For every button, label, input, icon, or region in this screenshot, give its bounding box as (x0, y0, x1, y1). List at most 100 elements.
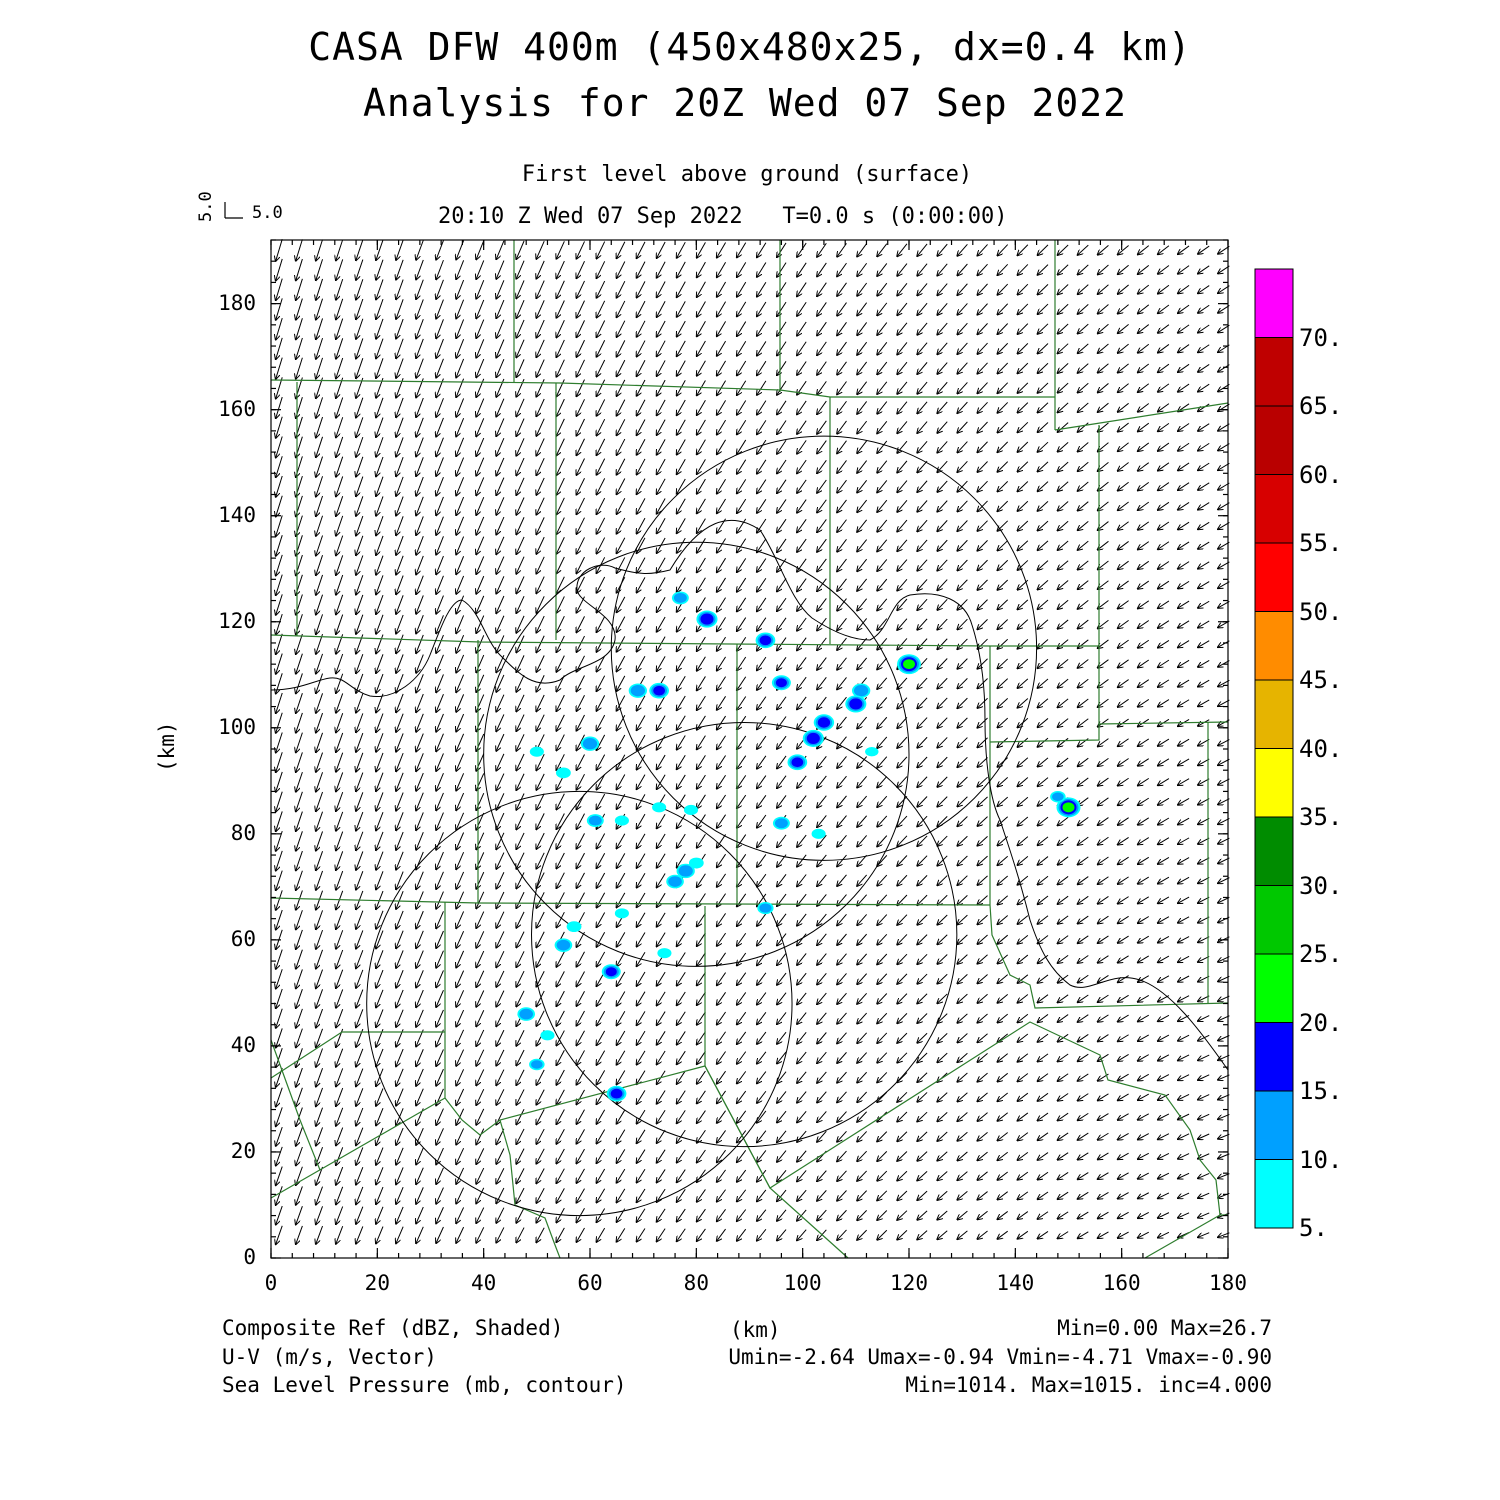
wind-vector (436, 496, 444, 515)
wind-vector (276, 377, 283, 398)
wind-vector (1038, 323, 1049, 334)
wind-vector (637, 1169, 646, 1182)
wind-vector (717, 557, 727, 572)
wind-vector (1058, 915, 1069, 924)
wind-vector (637, 1129, 646, 1143)
wind-vector (617, 932, 626, 946)
wind-vector (1058, 1191, 1069, 1199)
wind-vector (296, 791, 303, 812)
reflectivity-echo (652, 802, 667, 813)
wind-vector (897, 243, 908, 256)
wind-vector (1058, 1112, 1069, 1120)
wind-vector (1138, 935, 1150, 943)
wind-vector (917, 973, 928, 984)
wind-vector (556, 241, 565, 258)
wind-vector (476, 1049, 485, 1066)
wind-vector (637, 695, 646, 711)
wind-vector (1198, 364, 1210, 371)
wind-vector (917, 421, 928, 433)
wind-vector (516, 1187, 525, 1203)
wind-vector (1058, 935, 1069, 944)
wind-vector (396, 437, 404, 456)
wind-vector (1038, 639, 1049, 649)
wind-vector (1098, 974, 1109, 982)
wind-vector (737, 1051, 747, 1064)
wind-vector (336, 1206, 344, 1225)
wind-vector (1078, 264, 1089, 275)
wind-vector (1078, 757, 1089, 766)
wind-vector (737, 834, 747, 848)
wind-vector (316, 535, 324, 555)
wind-vector (376, 930, 384, 949)
wind-vector (556, 615, 565, 632)
wind-vector (1118, 758, 1129, 765)
wind-vector (637, 734, 646, 750)
wind-vector (516, 378, 525, 397)
wind-vector (1118, 876, 1129, 884)
wind-vector (837, 578, 847, 591)
wind-vector (476, 240, 485, 260)
wind-vector (857, 381, 868, 394)
wind-vector (877, 420, 888, 433)
wind-vector (1058, 1231, 1069, 1239)
colorbar-swatch (1254, 953, 1294, 1023)
wind-vector (597, 517, 606, 534)
wind-vector (536, 852, 545, 869)
wind-vector (476, 1029, 485, 1046)
wind-vector (597, 379, 606, 396)
wind-vector (657, 1011, 666, 1025)
wind-vector (637, 438, 646, 455)
wind-vector (1038, 402, 1049, 413)
wind-vector (1098, 284, 1109, 294)
wind-vector (697, 419, 706, 435)
wind-vector (316, 949, 324, 969)
wind-vector (1138, 304, 1150, 314)
wind-vector (276, 1048, 283, 1067)
wind-vector (456, 536, 465, 555)
wind-vector (1038, 1112, 1049, 1120)
wind-vector (717, 656, 726, 671)
wind-vector (1018, 461, 1029, 472)
wind-vector (1078, 442, 1089, 451)
wind-vector (817, 1032, 827, 1044)
wind-vector (1158, 245, 1170, 254)
wind-vector (777, 361, 787, 375)
wind-vector (757, 479, 767, 494)
reflectivity-echo (649, 682, 669, 699)
wind-vector (697, 360, 706, 376)
wind-vector (957, 322, 968, 334)
wind-vector (697, 912, 706, 926)
wind-vector (516, 240, 525, 259)
wind-vector (837, 460, 847, 473)
wind-vector (396, 910, 404, 929)
wind-vector (717, 696, 726, 710)
wind-vector (516, 319, 525, 338)
wind-vector (1058, 1093, 1069, 1100)
wind-vector (617, 971, 626, 986)
wind-vector (677, 1169, 686, 1183)
wind-vector (897, 795, 908, 807)
wind-vector (817, 913, 827, 925)
wind-vector (937, 638, 948, 649)
wind-vector (837, 1052, 847, 1063)
wind-vector (516, 970, 525, 987)
wind-vector (657, 1109, 666, 1123)
wind-vector (496, 1029, 505, 1046)
wind-vector (997, 244, 1009, 256)
wind-vector (677, 794, 686, 809)
wind-vector (657, 379, 666, 395)
colorbar-label: 50. (1299, 597, 1343, 626)
wind-vector (296, 673, 303, 693)
colorbar-label: 30. (1299, 871, 1343, 900)
wind-vector (276, 633, 283, 654)
wind-vector (597, 537, 606, 554)
wind-vector (837, 282, 847, 296)
wind-vector (1138, 324, 1150, 334)
wind-vector (1038, 599, 1049, 609)
wind-vector (857, 598, 868, 611)
wind-vector (757, 1169, 767, 1181)
wind-vector (717, 479, 727, 493)
wind-vector (456, 319, 465, 338)
wind-vector (1158, 462, 1170, 471)
footer-contour-label: Sea Level Pressure (mb, contour) (222, 1373, 627, 1397)
